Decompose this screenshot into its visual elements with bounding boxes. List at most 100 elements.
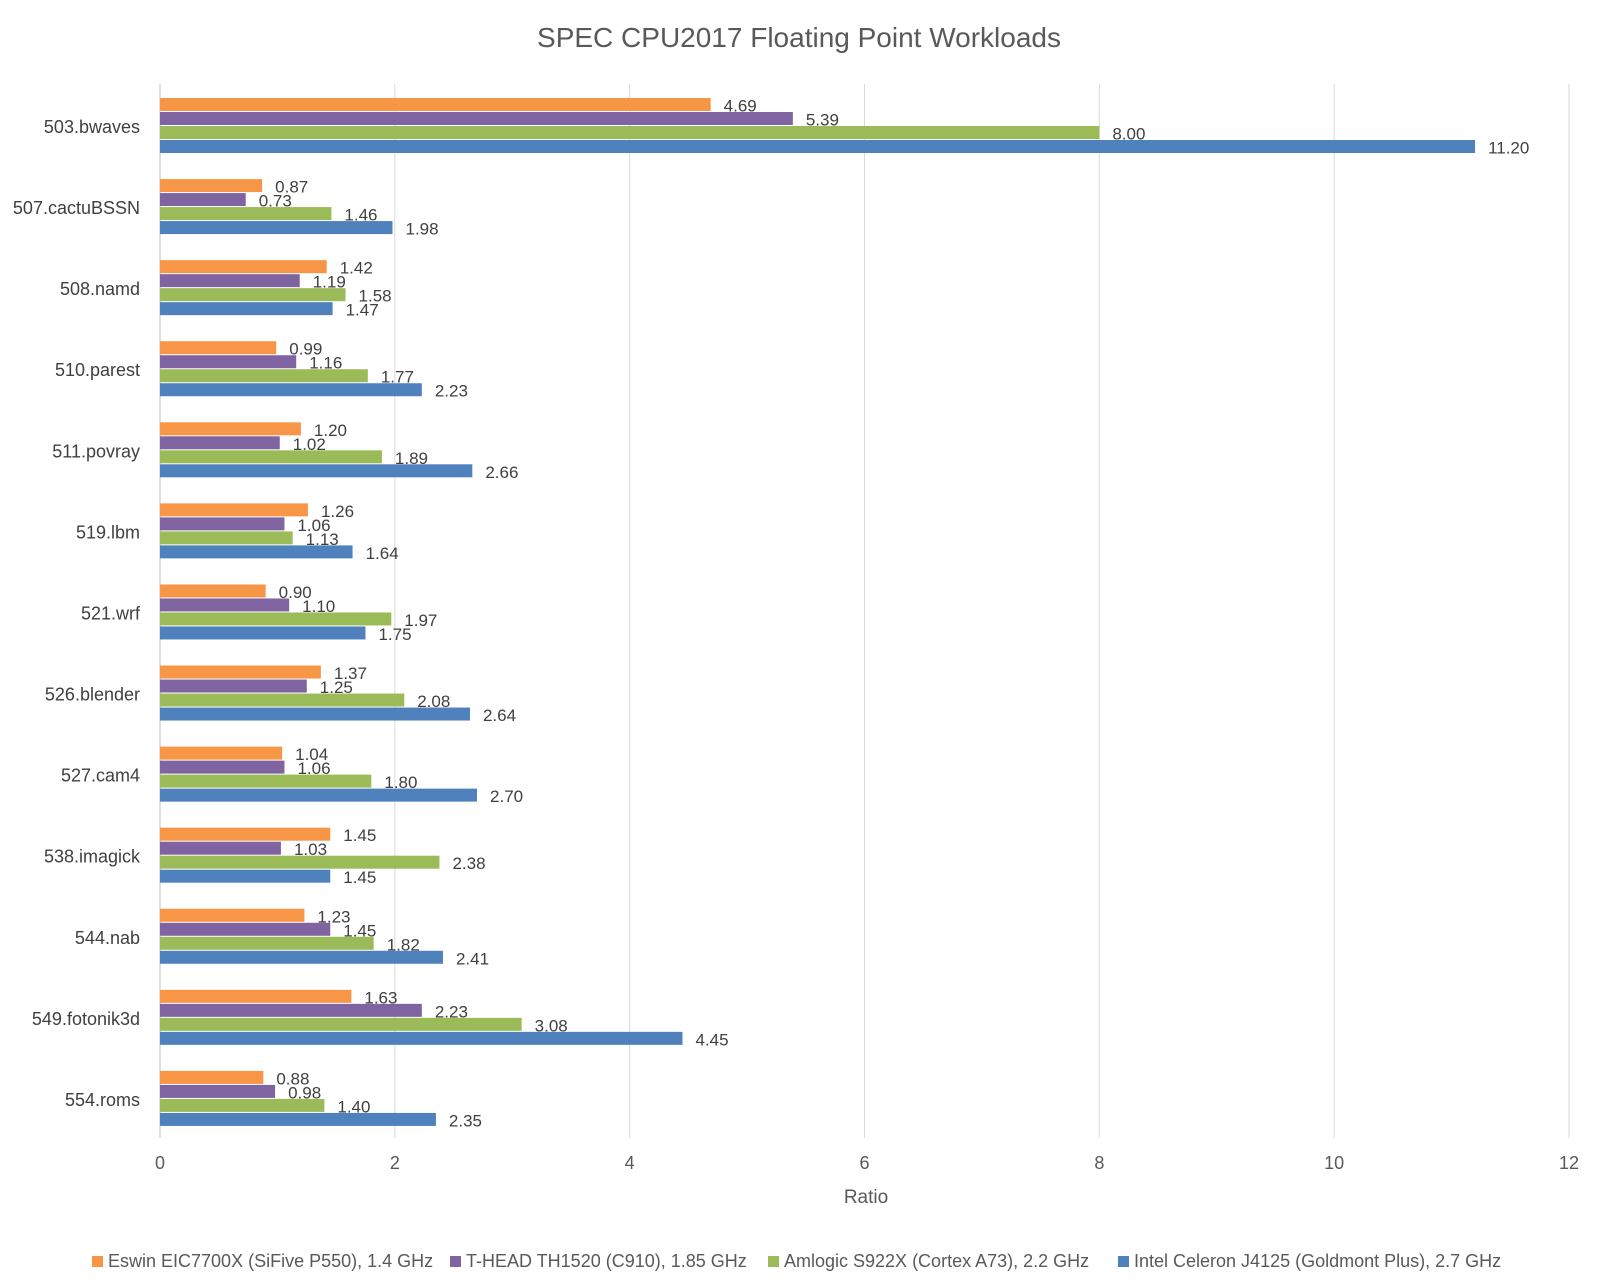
bars (160, 98, 1476, 1126)
data-label: 1.06 (297, 516, 330, 535)
bar (160, 464, 473, 478)
x-tick-label: 0 (155, 1153, 165, 1173)
category-label: 538.imagick (44, 847, 141, 867)
bar (160, 908, 305, 922)
legend-swatch (92, 1256, 103, 1267)
x-tick-labels: 0 2 4 6 8 10 12 (155, 1153, 1579, 1173)
data-label: 1.47 (346, 301, 379, 320)
data-label: 1.37 (334, 664, 367, 683)
category-label: 526.blender (45, 685, 140, 705)
x-tick-label: 6 (859, 1153, 869, 1173)
data-label: 11.20 (1488, 139, 1529, 158)
legend-swatch (1118, 1256, 1129, 1267)
bar (160, 855, 440, 869)
bar (160, 221, 393, 235)
data-label: 1.45 (343, 921, 376, 940)
x-axis-title: Ratio (844, 1187, 888, 1208)
data-label: 1.20 (314, 421, 347, 440)
x-tick-label: 12 (1559, 1153, 1579, 1173)
bar (160, 584, 266, 598)
data-label: 1.58 (359, 287, 392, 306)
bar (160, 140, 1476, 153)
data-label: 0.99 (289, 340, 322, 359)
data-label: 1.46 (344, 206, 377, 225)
bar (160, 1098, 325, 1112)
bar (160, 98, 711, 111)
bar (160, 1031, 683, 1045)
data-label: 0.98 (288, 1083, 321, 1102)
bar (160, 936, 374, 950)
bar (160, 989, 352, 1003)
bar (160, 1084, 276, 1098)
data-label: 2.08 (417, 692, 450, 711)
bar (160, 1017, 522, 1031)
bar (160, 841, 281, 855)
category-label: 511.povray (52, 441, 140, 461)
data-label: 1.45 (343, 826, 376, 845)
bar (160, 626, 366, 640)
data-label: 2.64 (483, 706, 516, 725)
legend-label: Intel Celeron J4125 (Goldmont Plus), 2.7… (1134, 1251, 1501, 1271)
bar (160, 355, 297, 369)
bar (160, 260, 327, 274)
data-label: 1.03 (294, 840, 327, 859)
bar (160, 517, 285, 531)
data-label: 2.41 (456, 949, 489, 968)
category-label: 549.fotonik3d (32, 1009, 140, 1029)
data-label: 1.26 (321, 502, 354, 521)
data-label: 0.88 (276, 1069, 309, 1088)
category-label: 503.bwaves (44, 117, 140, 137)
data-label: 2.66 (485, 463, 518, 482)
x-tick-label: 4 (625, 1153, 635, 1173)
value-labels: 4.695.398.0011.200.870.731.461.981.421.1… (259, 97, 1530, 1131)
legend-swatch (450, 1256, 461, 1267)
chart-title: SPEC CPU2017 Floating Point Workloads (537, 22, 1061, 53)
data-label: 3.08 (535, 1016, 568, 1035)
data-label: 1.89 (395, 449, 428, 468)
bar (160, 760, 285, 774)
category-label: 510.parest (55, 360, 140, 380)
bar (160, 612, 392, 626)
data-label: 1.40 (337, 1097, 370, 1116)
data-label: 2.35 (449, 1111, 482, 1130)
data-label: 1.97 (404, 611, 437, 630)
legend: Eswin EIC7700X (SiFive P550), 1.4 GHz T-H… (92, 1251, 1501, 1271)
bar (160, 531, 293, 545)
bar (160, 922, 331, 936)
bar (160, 436, 280, 450)
x-tick-label: 8 (1094, 1153, 1104, 1173)
bar (160, 126, 1100, 139)
bar (160, 274, 300, 288)
data-label: 1.02 (293, 435, 326, 454)
category-label: 508.namd (60, 279, 140, 299)
bar (160, 422, 301, 436)
data-label: 4.45 (696, 1030, 729, 1049)
data-label: 2.70 (490, 787, 523, 806)
data-label: 1.82 (387, 935, 420, 954)
bar (160, 302, 333, 316)
data-label: 2.23 (435, 382, 468, 401)
bar (160, 679, 307, 693)
bar (160, 707, 470, 721)
bar (160, 1112, 436, 1126)
data-label: 1.04 (295, 745, 328, 764)
legend-label: Eswin EIC7700X (SiFive P550), 1.4 GHz (108, 1251, 433, 1271)
data-label: 1.98 (405, 220, 438, 239)
category-label: 527.cam4 (61, 766, 140, 786)
legend-swatch (768, 1256, 779, 1267)
category-label: 544.nab (75, 928, 140, 948)
category-labels: 503.bwaves 507.cactuBSSN 508.namd 510.pares… (13, 117, 141, 1110)
bar (160, 665, 321, 679)
data-label: 4.69 (724, 97, 757, 116)
data-label: 1.10 (302, 597, 335, 616)
bar (160, 503, 308, 517)
grid-lines (159, 84, 1570, 1138)
bar (160, 450, 382, 464)
data-label: 1.80 (384, 773, 417, 792)
legend-label: T-HEAD TH1520 (C910), 1.85 GHz (466, 1251, 747, 1271)
bar (160, 1070, 264, 1084)
data-label: 1.77 (381, 368, 414, 387)
bar (160, 341, 277, 355)
